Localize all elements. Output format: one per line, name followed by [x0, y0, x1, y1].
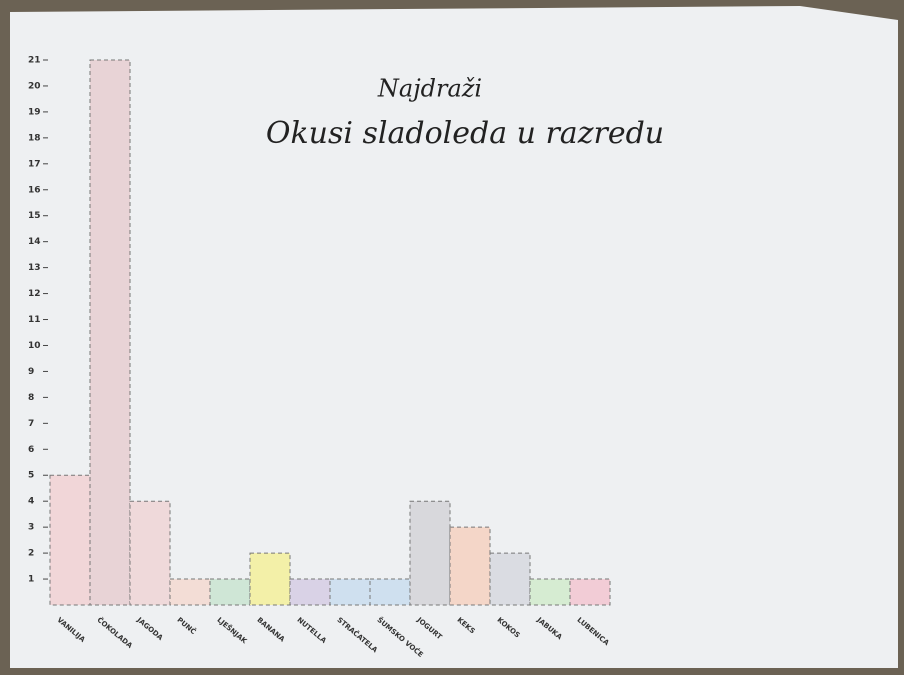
bar	[569, 578, 611, 606]
bar	[89, 59, 131, 606]
y-tick-label: 10	[28, 341, 41, 351]
y-tick-label: 11	[28, 315, 41, 325]
bar	[409, 500, 451, 606]
y-tick-label: 18	[28, 133, 41, 143]
y-tick-label: 15	[28, 211, 41, 221]
bar	[209, 578, 251, 606]
y-tick-label: 20	[28, 81, 41, 91]
y-tick-label: 19	[28, 107, 41, 117]
paper	[10, 6, 898, 668]
y-tick-label: 12	[28, 289, 41, 299]
y-tick-label: 5	[28, 471, 34, 481]
bar	[129, 500, 171, 606]
bar	[249, 552, 291, 606]
y-tick-label: 9	[28, 367, 34, 377]
y-tick-label: 17	[28, 159, 41, 169]
bar	[169, 578, 211, 606]
chart-subtitle: Okusi sladoleda u razredu	[266, 116, 664, 151]
chart-title: Najdraži	[377, 75, 482, 103]
y-tick-label: 6	[28, 445, 34, 455]
bar	[329, 578, 371, 606]
y-tick-label: 2	[28, 549, 34, 559]
y-tick-label: 4	[28, 497, 34, 507]
bar	[49, 474, 91, 606]
y-tick-label: 14	[28, 237, 41, 247]
bar	[529, 578, 571, 606]
y-tick-label: 3	[28, 523, 34, 533]
y-tick-label: 13	[28, 263, 41, 273]
bar	[489, 552, 531, 606]
y-tick-label: 7	[28, 419, 34, 429]
y-tick-label: 16	[28, 185, 41, 195]
y-tick-label: 8	[28, 393, 34, 403]
bar	[449, 526, 491, 606]
y-tick-label: 21	[28, 56, 41, 66]
bar	[289, 578, 331, 606]
bar	[369, 578, 411, 606]
y-tick-label: 1	[28, 575, 34, 585]
